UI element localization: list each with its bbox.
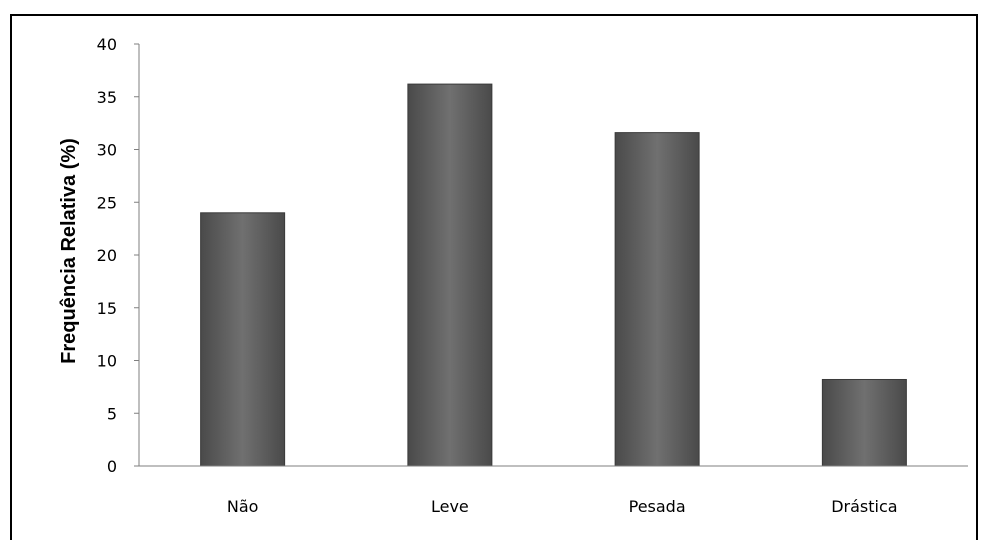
- y-tick-label: 0: [107, 457, 117, 476]
- y-tick-label: 25: [97, 193, 117, 212]
- bar-2: [614, 132, 700, 467]
- y-tick-label: 30: [97, 141, 117, 160]
- x-category-label: Pesada: [629, 497, 686, 516]
- y-tick-label: 5: [107, 404, 117, 423]
- x-category-label: Leve: [431, 497, 469, 516]
- y-axis-ticks: 0 5 10 15 20 25 30 35 40: [97, 35, 139, 476]
- bar-1: [407, 83, 493, 467]
- y-tick-label: 10: [97, 352, 117, 371]
- y-tick-label: 15: [97, 299, 117, 318]
- bar-0: [200, 212, 286, 467]
- category-labels: Não Leve Pesada Drástica: [227, 497, 898, 516]
- x-category-label: Drástica: [831, 497, 897, 516]
- y-tick-label: 35: [97, 88, 117, 107]
- bars: [200, 83, 907, 467]
- y-tick-label: 20: [97, 246, 117, 265]
- bar-3: [821, 378, 907, 467]
- chart-frame: [10, 14, 978, 540]
- x-category-label: Não: [227, 497, 259, 516]
- y-axis-title: Frequência Relativa (%): [58, 138, 80, 364]
- y-tick-label: 40: [97, 35, 117, 54]
